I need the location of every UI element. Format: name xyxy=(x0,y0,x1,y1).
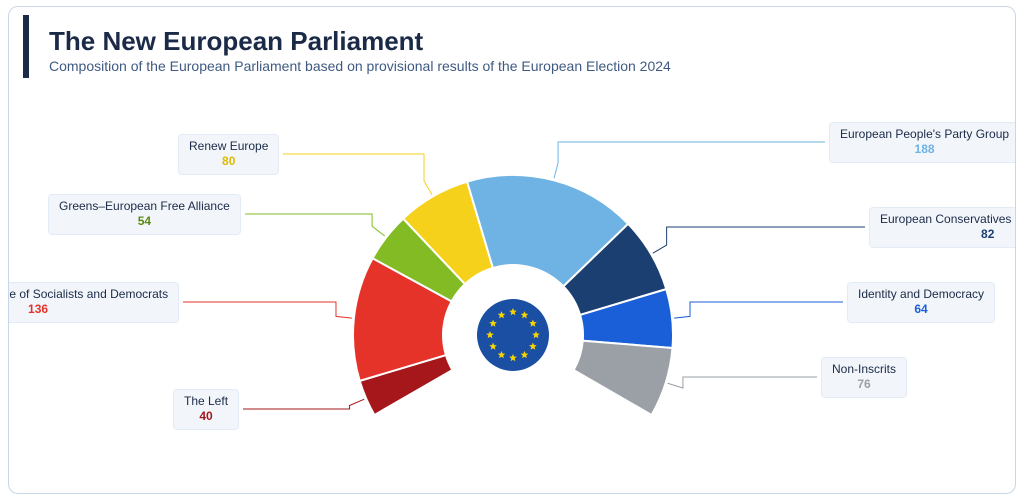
leader-line xyxy=(653,227,865,253)
slice-label-value: 64 xyxy=(858,302,984,317)
leader-line xyxy=(668,377,817,388)
slice-label-name: Renew Europe xyxy=(189,139,268,154)
leader-line xyxy=(245,214,385,236)
slice-label: Greens–European Free Alliance54 xyxy=(48,194,241,235)
slice-label-value: 136 xyxy=(8,302,168,317)
slice-label-name: Non-Inscrits xyxy=(832,362,896,377)
slice xyxy=(574,341,673,415)
slice-label-name: Greens–European Free Alliance xyxy=(59,199,230,214)
page-subtitle: Composition of the European Parliament b… xyxy=(49,58,995,74)
leader-line xyxy=(283,154,432,195)
leader-line xyxy=(243,399,364,409)
page-title: The New European Parliament xyxy=(49,27,995,56)
slice-label: Renew Europe80 xyxy=(178,134,279,175)
slice-label-value: 40 xyxy=(184,409,228,424)
slice-label-value: 54 xyxy=(59,214,230,229)
slice-label-name: Progressive Alliance of Socialists and D… xyxy=(8,287,168,302)
slice-label: European Conservatives and Reformists82 xyxy=(869,207,1016,248)
slice-label-value: 80 xyxy=(189,154,268,169)
slice-label-name: European Conservatives and Reformists xyxy=(880,212,1016,227)
slice-label: Non-Inscrits76 xyxy=(821,357,907,398)
slice-label: European People's Party Group188 xyxy=(829,122,1016,163)
leader-line xyxy=(674,302,843,318)
slice-label-name: The Left xyxy=(184,394,228,409)
slice-label: The Left40 xyxy=(173,389,239,430)
slice-label-name: Identity and Democracy xyxy=(858,287,984,302)
header: The New European Parliament Composition … xyxy=(23,15,1015,78)
slice-label: Identity and Democracy64 xyxy=(847,282,995,323)
leader-line xyxy=(554,142,825,178)
slice-label: Progressive Alliance of Socialists and D… xyxy=(8,282,179,323)
chart-card: The New European Parliament Composition … xyxy=(8,6,1016,494)
leader-line xyxy=(183,302,352,318)
slice-label-name: European People's Party Group xyxy=(840,127,1009,142)
slice-label-value: 82 xyxy=(880,227,1016,242)
slice-label-value: 188 xyxy=(840,142,1009,157)
slice-label-value: 76 xyxy=(832,377,896,392)
